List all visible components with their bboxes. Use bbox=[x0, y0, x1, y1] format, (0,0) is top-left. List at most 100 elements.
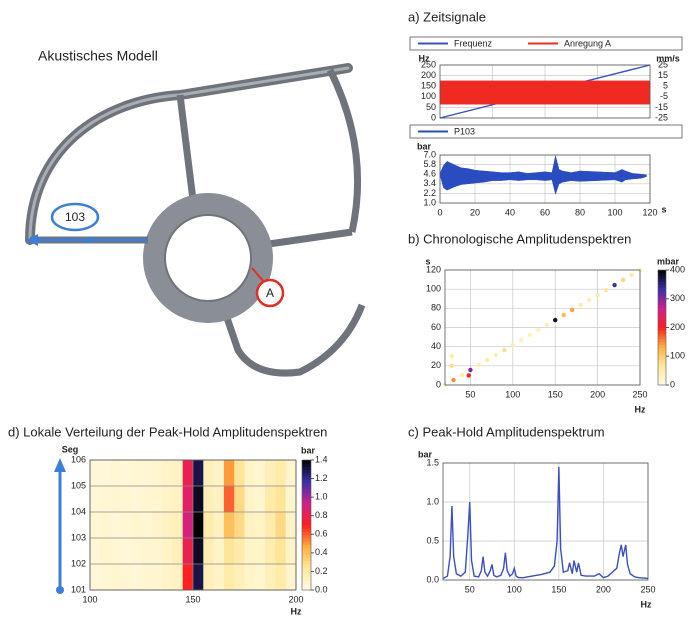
y-tick-label: 106 bbox=[71, 454, 86, 464]
colorbar-segment bbox=[302, 551, 311, 555]
heat-cell bbox=[203, 460, 214, 486]
heat-cell bbox=[224, 538, 235, 564]
colorbar-segment bbox=[658, 299, 666, 302]
colorbar-tick-label: 0.6 bbox=[315, 529, 328, 539]
colorbar-segment bbox=[302, 473, 311, 477]
colorbar-segment bbox=[302, 574, 311, 578]
colorbar-segment bbox=[658, 307, 666, 310]
heat-cell bbox=[234, 512, 245, 538]
y-tick-label: 2.2 bbox=[423, 188, 436, 198]
acoustic-model: 103 A Akustisches Modell bbox=[26, 48, 362, 373]
y2-tick-label: 15 bbox=[658, 70, 668, 80]
legend-label: Anregung A bbox=[564, 38, 611, 48]
colorbar-segment bbox=[658, 305, 666, 308]
heat-cell bbox=[111, 460, 122, 486]
point bbox=[629, 273, 633, 277]
colorbar-segment bbox=[658, 319, 666, 322]
x-axis-label: Hz bbox=[291, 606, 302, 616]
legend-label: P103 bbox=[454, 126, 475, 136]
colorbar-segment bbox=[302, 580, 311, 584]
heat-cell bbox=[265, 460, 276, 486]
colorbar-tick-label: 200 bbox=[670, 322, 685, 332]
x-axis-label: Hz bbox=[641, 599, 652, 609]
heat-cell bbox=[172, 564, 183, 590]
y-tick-label: 103 bbox=[71, 532, 86, 542]
ring-edge bbox=[165, 215, 251, 301]
y-tick-label: 250 bbox=[421, 59, 436, 69]
colorbar-tick-label: 100 bbox=[670, 351, 685, 361]
colorbar-segment bbox=[658, 342, 666, 345]
point bbox=[502, 348, 506, 352]
colorbar-segment bbox=[302, 564, 311, 568]
y2-tick-label: 25 bbox=[658, 59, 668, 69]
point bbox=[460, 373, 464, 377]
heat-cell bbox=[121, 460, 132, 486]
colorbar-tick-label: 400 bbox=[670, 264, 685, 274]
heat-cell bbox=[142, 564, 153, 590]
x-tick-label: 120 bbox=[642, 207, 657, 217]
heat-cell bbox=[162, 512, 173, 538]
y-tick-label: 80 bbox=[431, 303, 441, 313]
x-tick-label: 100 bbox=[607, 207, 622, 217]
y-tick-label: 0 bbox=[436, 379, 441, 389]
colorbar-tick-label: 1.2 bbox=[315, 473, 328, 483]
colorbar-segment bbox=[302, 493, 311, 497]
heat-cell bbox=[90, 538, 101, 564]
heat-cell bbox=[265, 486, 276, 512]
heat-cell bbox=[152, 460, 163, 486]
heat-cell bbox=[111, 512, 122, 538]
heat-cell bbox=[183, 460, 194, 486]
heat-cell bbox=[193, 486, 204, 512]
x-tick-label: 0 bbox=[437, 207, 442, 217]
heat-cell bbox=[234, 538, 245, 564]
colorbar-segment bbox=[658, 273, 666, 276]
y-tick-label: 100 bbox=[426, 284, 441, 294]
colorbar-segment bbox=[658, 353, 666, 356]
colorbar-segment bbox=[658, 310, 666, 313]
colorbar-segment bbox=[658, 287, 666, 290]
colorbar-segment bbox=[658, 313, 666, 316]
colorbar-segment bbox=[658, 290, 666, 293]
heat-cell bbox=[131, 564, 142, 590]
point bbox=[604, 288, 608, 292]
colorbar-segment bbox=[302, 496, 311, 500]
x-tick-label: 200 bbox=[590, 389, 605, 399]
x-tick-label: 250 bbox=[640, 584, 655, 594]
heat-cell bbox=[234, 460, 245, 486]
heat-cell bbox=[142, 460, 153, 486]
colorbar-segment bbox=[302, 486, 311, 490]
colorbar-segment bbox=[302, 506, 311, 510]
colorbar-segment bbox=[302, 548, 311, 552]
heat-cell bbox=[111, 564, 122, 590]
heat-cell bbox=[286, 538, 297, 564]
colorbar-segment bbox=[658, 345, 666, 348]
colorbar-segment bbox=[302, 558, 311, 562]
heat-cell bbox=[265, 564, 276, 590]
heat-cell bbox=[286, 564, 297, 590]
colorbar-segment bbox=[302, 522, 311, 526]
heat-cell bbox=[224, 460, 235, 486]
heat-cell bbox=[245, 538, 256, 564]
y-tick-label: 101 bbox=[71, 584, 86, 594]
point bbox=[595, 293, 599, 297]
heat-cell bbox=[172, 486, 183, 512]
y-tick-label: 4.6 bbox=[423, 169, 436, 179]
colorbar-segment bbox=[302, 535, 311, 539]
colorbar-tick-label: 0 bbox=[670, 379, 675, 389]
colorbar-segment bbox=[658, 379, 666, 382]
heat-cell bbox=[275, 486, 286, 512]
heat-cell bbox=[275, 564, 286, 590]
colorbar-segment bbox=[658, 316, 666, 319]
heat-cell bbox=[234, 564, 245, 590]
colorbar-tick-label: 0.2 bbox=[315, 566, 328, 576]
heat-cell bbox=[152, 538, 163, 564]
heat-cell bbox=[255, 486, 266, 512]
colorbar-segment bbox=[658, 362, 666, 365]
heat-cell bbox=[121, 486, 132, 512]
colorbar-segment bbox=[302, 483, 311, 487]
colorbar-segment bbox=[302, 567, 311, 571]
colorbar-segment bbox=[658, 279, 666, 282]
pipe bbox=[262, 232, 352, 245]
segment-arrowhead bbox=[54, 458, 66, 472]
y2-tick-label: -25 bbox=[655, 112, 668, 122]
